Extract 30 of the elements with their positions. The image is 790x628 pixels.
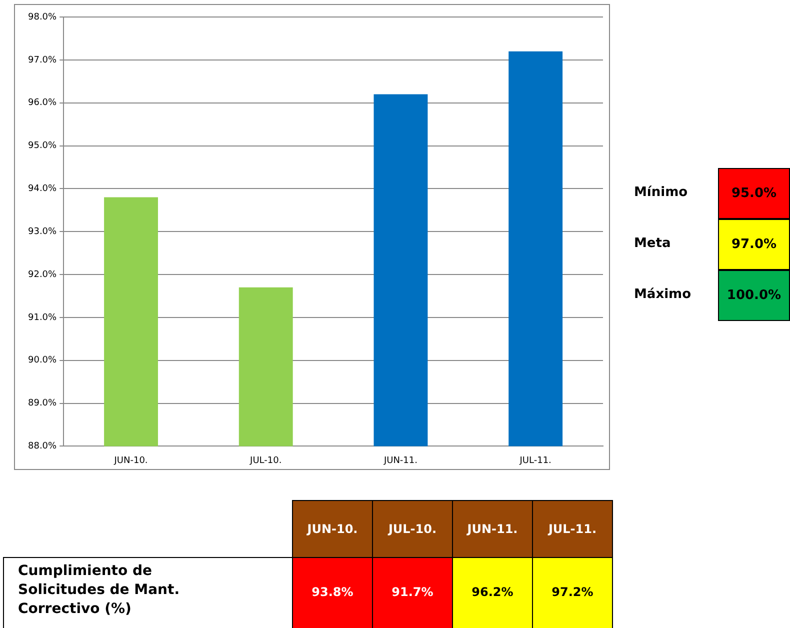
y-tick-label: 94.0% [28,184,58,194]
y-tick-label: 98.0% [28,12,58,22]
y-tick-label: 93.0% [28,226,58,237]
text: Cumplimiento de Solicitudes de Mant. Correctivo (%) [3,557,293,628]
text: 93.8% [292,557,373,628]
category-label: JUN-10. [307,522,358,536]
text: Mínimo [634,185,688,200]
text: 91.7% [372,557,453,628]
y-tick-label: 89.0% [28,398,58,409]
y-tick-label: 92.0% [28,270,58,280]
x-tick-label: JUN-10. [113,456,148,466]
category-label: JUN-11. [467,522,518,536]
y-tick-label: 88.0% [28,442,58,452]
y-tick-label: 96.0% [28,98,58,108]
y-tick-label: 97.0% [28,55,58,66]
x-tick-label: JUN-11. [382,456,418,466]
category-label: JUL-11. [548,522,597,536]
category-label: JUL-10. [388,522,437,536]
text: 97.0% [718,219,790,270]
x-tick-label: JUL-10. [249,456,282,466]
x-tick-label: JUL-11. [518,456,552,466]
y-tick-label: 90.0% [28,356,58,366]
text: 96.2% [452,557,533,628]
text: 97.2% [532,557,613,628]
text: Máximo [634,287,692,302]
y-tick-label: 91.0% [28,312,58,323]
text: 100.0% [718,270,790,321]
text: Meta [634,236,671,251]
y-tick-label: 95.0% [28,141,58,152]
text: 95.0% [718,168,790,219]
